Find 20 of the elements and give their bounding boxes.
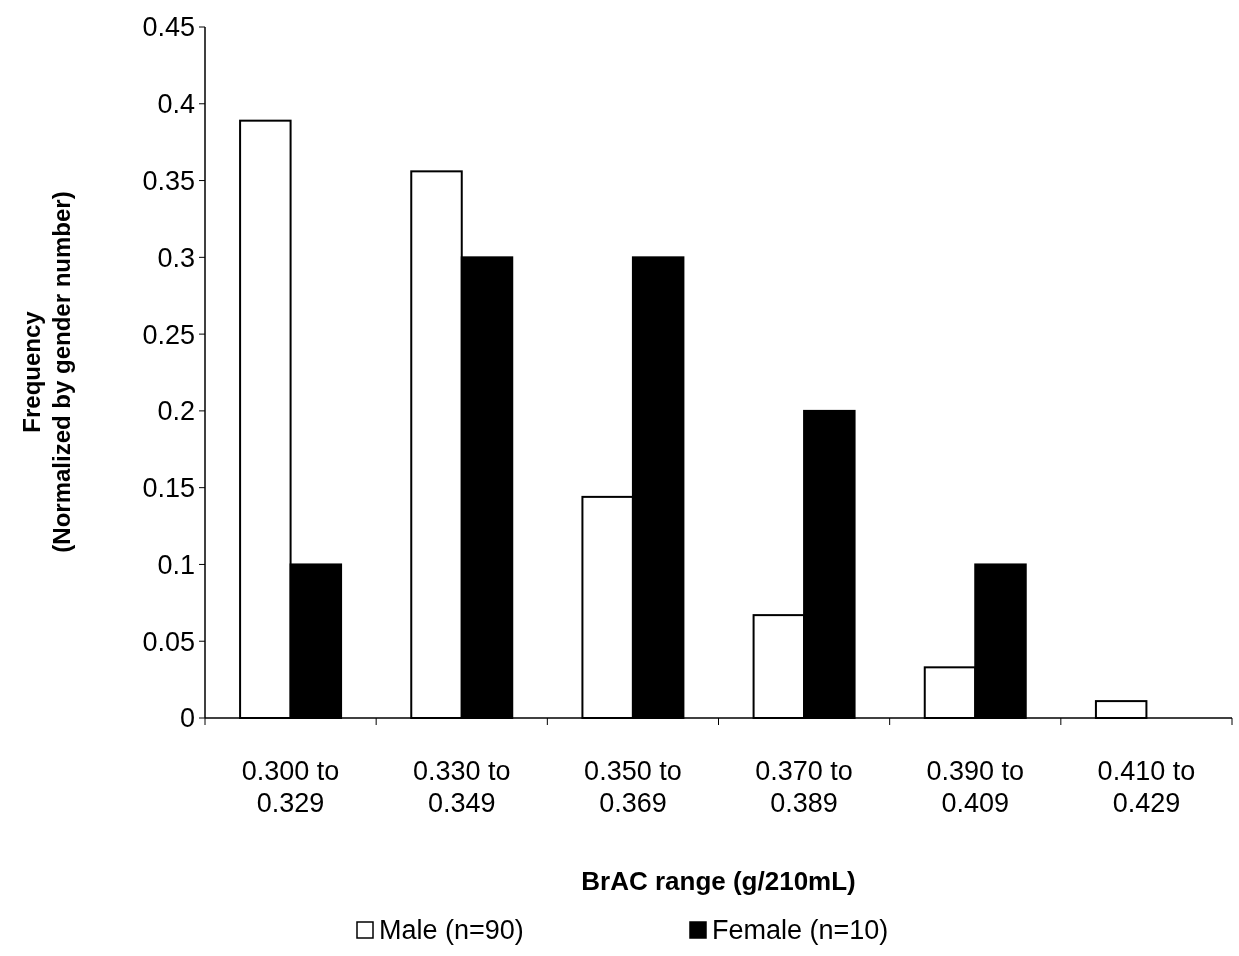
x-tick-label: 0.350 to 0.369	[584, 756, 682, 818]
y-tick-label: 0.15	[142, 473, 195, 504]
y-tick-label: 0.35	[142, 166, 195, 197]
legend-label: Male (n=90)	[379, 915, 524, 946]
y-tick-label: 0.05	[142, 626, 195, 657]
y-tick-label: 0.3	[157, 242, 195, 273]
x-axis-title: BrAC range (g/210mL)	[581, 866, 856, 896]
y-tick-label: 0.45	[142, 12, 195, 43]
x-tick-label: 0.300 to 0.329	[241, 756, 340, 818]
x-tick-label: 0.410 to 0.429	[1097, 756, 1196, 818]
x-tick-label: 0.390 to 0.409	[926, 756, 1025, 818]
x-tick-label: 0.330 to 0.349	[412, 756, 511, 818]
y-tick-label: 0.4	[157, 89, 195, 120]
x-tick-label: 0.370 to 0.389	[755, 756, 853, 818]
y-tick-label: 0.2	[157, 396, 195, 427]
y-tick-label: 0.25	[142, 319, 195, 350]
legend-label: Female (n=10)	[712, 915, 889, 946]
y-tick-label: 0	[179, 703, 195, 734]
y-axis-title: Frequency (Normalized by gender number)	[18, 191, 75, 553]
y-tick-label: 0.1	[157, 549, 195, 580]
